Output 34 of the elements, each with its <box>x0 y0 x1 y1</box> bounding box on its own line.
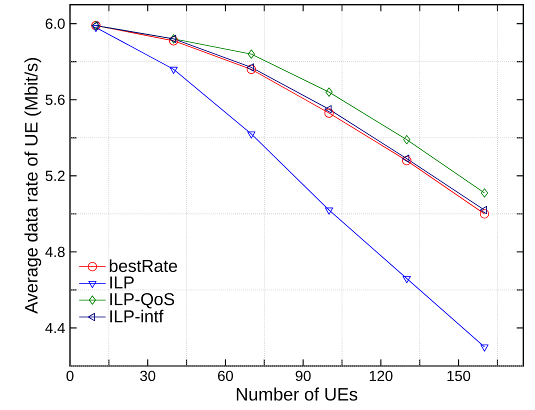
y-tick-label: 4.8 <box>45 246 65 258</box>
point <box>324 105 332 114</box>
y-tick-label: 4.4 <box>45 322 65 333</box>
x-tick-label: 120 <box>370 370 392 382</box>
y-tick-label: 6.0 <box>46 18 65 29</box>
point <box>480 344 489 352</box>
x-axis-title: Number of UEs <box>236 387 358 401</box>
x-tick-label: 30 <box>140 370 156 382</box>
y-axis-title: Average data rate of UE (Mbit/s) <box>24 58 42 314</box>
point <box>92 24 100 32</box>
x-tick-label: 60 <box>218 370 233 382</box>
point <box>246 64 256 74</box>
point <box>403 135 410 144</box>
point <box>402 276 411 284</box>
point <box>480 209 490 219</box>
y-tick-label: 5.6 <box>46 94 65 105</box>
x-tick-label: 0 <box>66 370 74 382</box>
point <box>325 87 333 97</box>
point <box>170 66 178 74</box>
point <box>402 156 412 166</box>
legend-label: ILP <box>110 276 134 288</box>
point <box>480 206 488 214</box>
point <box>324 108 334 118</box>
legend-label: ILP-intf <box>110 310 164 322</box>
x-tick-label: 150 <box>447 370 470 382</box>
y-tick-label: 5.2 <box>46 170 65 181</box>
legend-label: ILP-QoS <box>110 293 174 308</box>
point <box>248 49 255 59</box>
point <box>480 188 488 198</box>
point <box>402 154 410 163</box>
point <box>324 208 334 215</box>
point <box>247 131 256 139</box>
legend-label: bestRate <box>110 259 178 272</box>
x-tick-label: 90 <box>296 370 311 382</box>
